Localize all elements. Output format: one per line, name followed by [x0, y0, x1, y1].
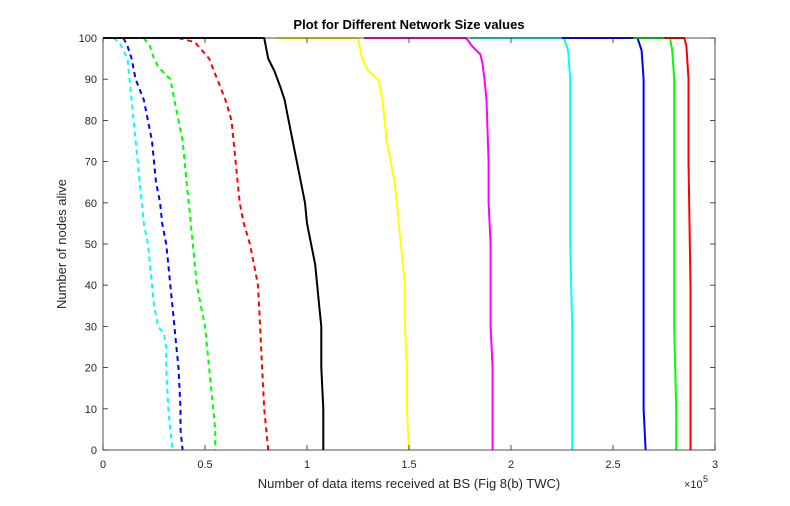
x-tick-label: 0.5	[197, 459, 212, 471]
series-line-9	[562, 37, 647, 451]
x-axis-ticks: 0 0.5 1 1.5 2 2.5 3	[100, 38, 718, 471]
x-tick-label: 2	[508, 459, 514, 471]
chart-title: Plot for Different Network Size values	[293, 17, 524, 32]
series-line-1	[112, 37, 174, 451]
y-axis-label: Number of nodes alive	[54, 179, 69, 309]
y-tick-label: 20	[85, 363, 97, 375]
series-line-11	[664, 37, 692, 450]
y-axis-ticks: 0 10 20 30 40 50 60 70 80 90 100	[79, 33, 715, 457]
series-line-4	[178, 37, 270, 451]
y-tick-label: 60	[85, 198, 97, 210]
x-tick-label: 3	[712, 459, 718, 471]
series-line-6	[276, 37, 410, 451]
x-tick-label: 1	[304, 459, 310, 471]
series-line-8	[470, 37, 574, 450]
x-axis-multiplier: ×10 5	[684, 474, 708, 491]
y-tick-label: 30	[85, 321, 97, 333]
series-line-2	[122, 37, 184, 451]
y-tick-label: 0	[91, 445, 97, 457]
x-tick-label: 2.5	[605, 459, 620, 471]
y-tick-label: 70	[85, 157, 97, 169]
y-tick-label: 10	[85, 404, 97, 416]
x-axis-multiplier-exponent: 5	[703, 474, 708, 484]
y-tick-label: 50	[85, 239, 97, 251]
series-layer	[103, 37, 692, 451]
x-tick-label: 0	[100, 459, 106, 471]
x-tick-label: 1.5	[401, 459, 416, 471]
series-line-3	[142, 37, 217, 450]
series-line-5	[103, 37, 325, 450]
x-axis-label: Number of data items received at BS (Fig…	[258, 476, 560, 491]
y-tick-label: 40	[85, 280, 97, 292]
series-line-10	[633, 37, 678, 450]
x-axis-multiplier-base: ×10	[684, 479, 703, 491]
y-tick-label: 90	[85, 74, 97, 86]
series-line-7	[364, 37, 494, 450]
y-tick-label: 100	[79, 33, 97, 45]
plot-area	[103, 38, 715, 450]
y-tick-label: 80	[85, 115, 97, 127]
